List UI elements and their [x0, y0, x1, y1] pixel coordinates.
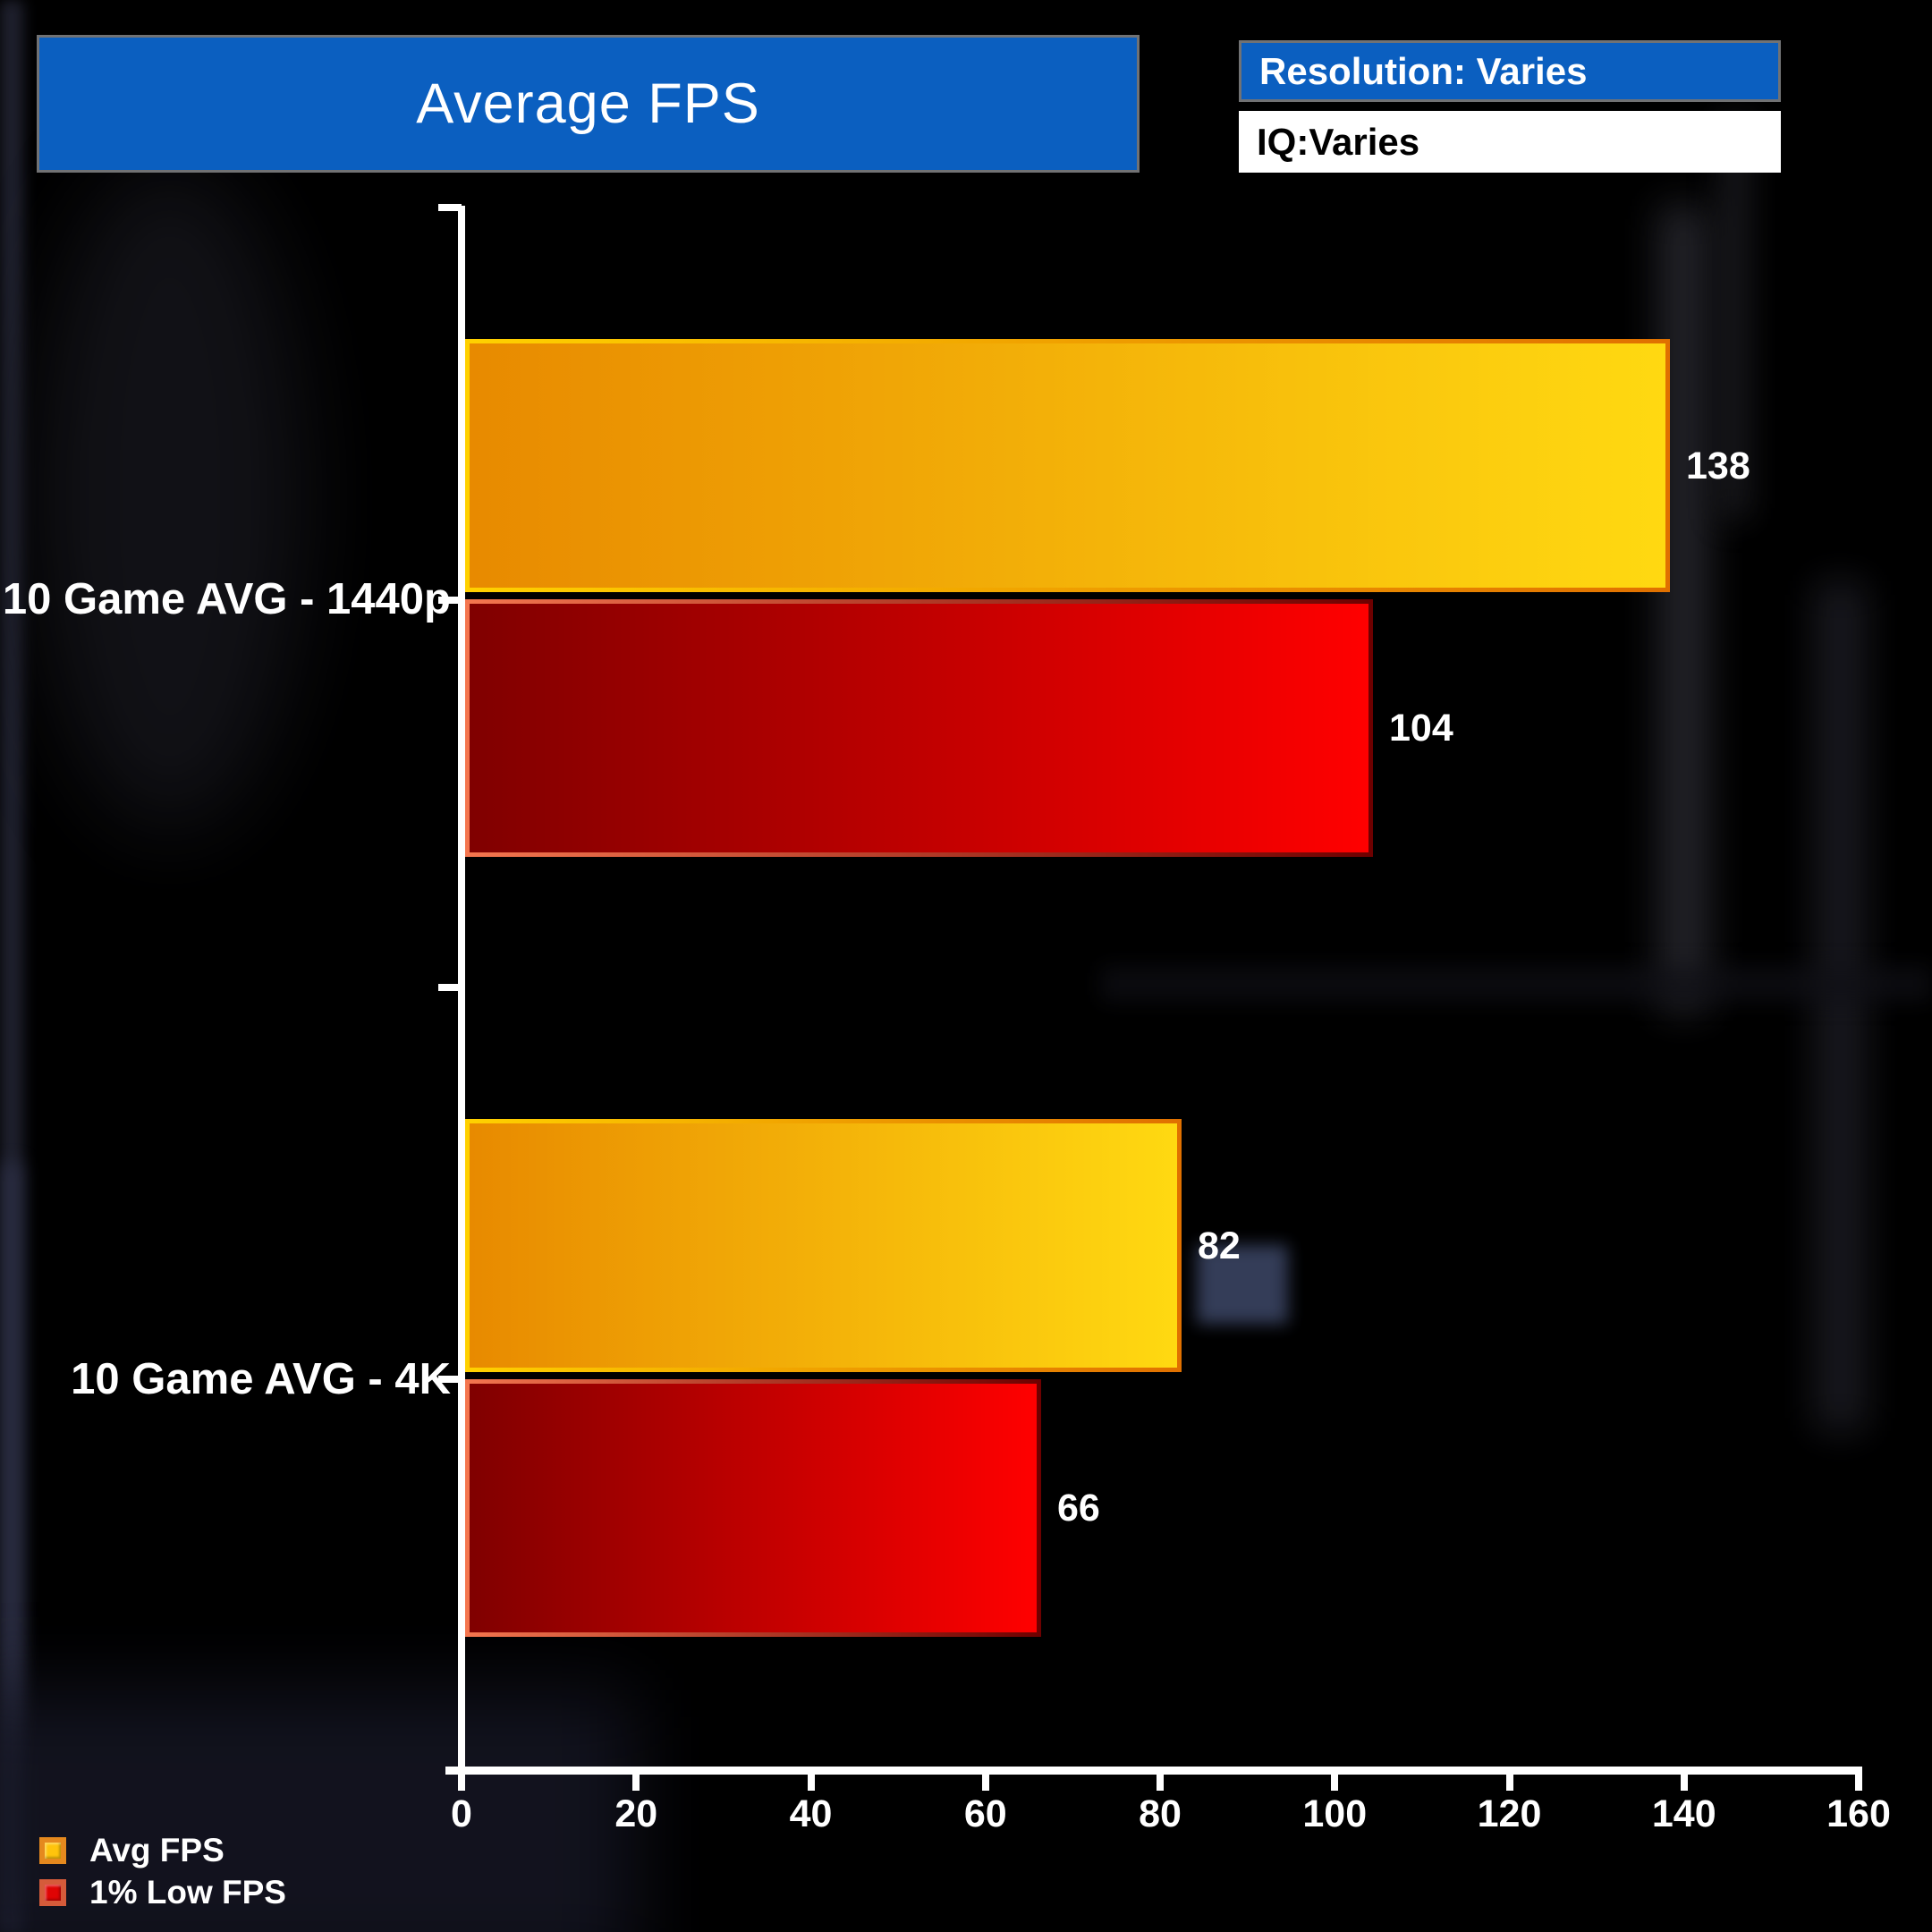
resolution-label: Resolution: Varies	[1259, 49, 1588, 92]
bar-fill	[470, 604, 1368, 852]
bar-fill	[470, 1384, 1037, 1632]
bar-fill	[470, 1123, 1177, 1368]
legend-item: Avg FPS	[39, 1832, 225, 1868]
y-axis-line	[458, 206, 465, 1775]
x-tick-label: 60	[963, 1792, 1007, 1835]
iq-label: IQ:Varies	[1257, 120, 1420, 163]
background-blob	[0, 0, 23, 1932]
bar-1pct-low	[465, 599, 1373, 857]
background-blob	[36, 161, 304, 832]
x-tick-label: 100	[1302, 1792, 1368, 1835]
y-axis-tick	[438, 597, 462, 604]
x-tick-label: 140	[1651, 1792, 1716, 1835]
chart-title: Average FPS	[416, 72, 760, 135]
resolution-badge: Resolution: Varies	[1239, 40, 1781, 102]
y-axis-tick	[438, 984, 462, 991]
x-axis-tick	[632, 1767, 640, 1791]
legend-swatch-avg-fps	[39, 1837, 66, 1864]
x-tick-label: 0	[451, 1792, 472, 1835]
category-label: 10 Game AVG - 1440p	[2, 575, 451, 623]
legend-label: 1% Low FPS	[89, 1874, 286, 1911]
bar-fill	[470, 343, 1665, 588]
y-axis-tick	[438, 1376, 462, 1383]
background-blob	[1659, 206, 1708, 1011]
x-axis-line	[445, 1767, 1862, 1775]
background-blob	[1100, 966, 1932, 1002]
value-label: 138	[1686, 444, 1750, 487]
legend-swatch-low-fps	[39, 1879, 66, 1906]
x-tick-label: 40	[789, 1792, 833, 1835]
y-axis-tick	[438, 204, 462, 211]
x-axis-tick	[1680, 1767, 1688, 1791]
background-blob	[1816, 581, 1865, 1431]
legend-label: Avg FPS	[89, 1832, 225, 1868]
x-tick-label: 120	[1477, 1792, 1542, 1835]
x-axis-tick	[807, 1767, 815, 1791]
value-label: 104	[1389, 707, 1453, 750]
x-axis-tick	[981, 1767, 989, 1791]
x-axis-tick	[1855, 1767, 1862, 1791]
bar-avg-fps	[465, 1119, 1182, 1372]
bar-1pct-low	[465, 1379, 1041, 1637]
value-label: 66	[1057, 1487, 1100, 1530]
category-label: 10 Game AVG - 4K	[71, 1355, 451, 1403]
x-axis-tick	[1157, 1767, 1164, 1791]
legend-item: 1% Low FPS	[39, 1874, 286, 1911]
background-blob	[0, 1163, 23, 1932]
x-tick-label: 80	[1139, 1792, 1182, 1835]
x-tick-label: 160	[1826, 1792, 1891, 1835]
x-axis-tick	[1331, 1767, 1339, 1791]
iq-badge: IQ:Varies	[1239, 111, 1781, 173]
chart-title-box: Average FPS	[37, 35, 1140, 173]
value-label: 82	[1198, 1224, 1241, 1267]
x-axis-tick	[458, 1767, 465, 1791]
x-axis-tick	[1505, 1767, 1513, 1791]
x-tick-label: 20	[614, 1792, 658, 1835]
bar-avg-fps	[465, 339, 1670, 592]
